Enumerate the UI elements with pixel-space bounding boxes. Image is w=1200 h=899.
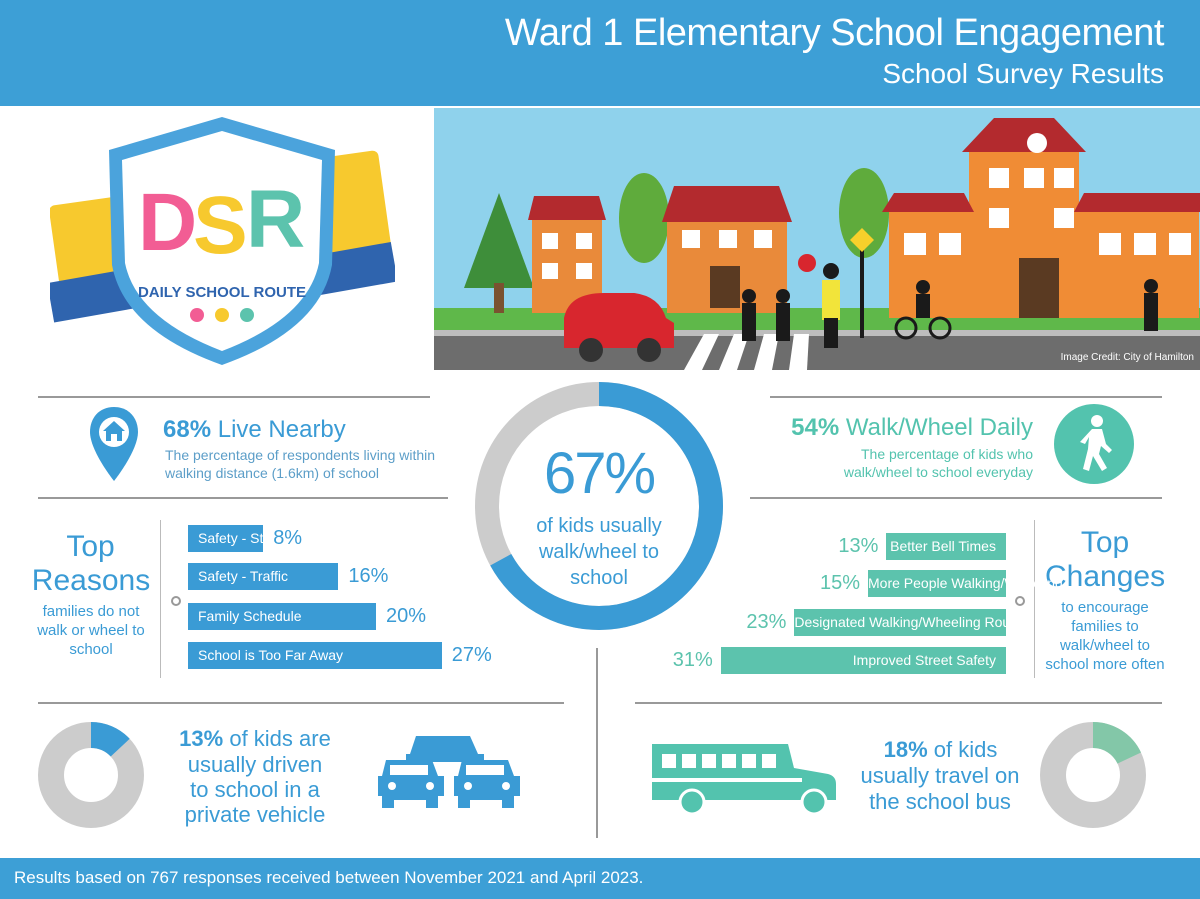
change-bar: Improved Street Safety (720, 647, 1006, 674)
reason-bar: School is Too Far Away (188, 642, 442, 669)
top-reasons-title-2: Reasons (31, 564, 151, 597)
driven-pct: 13% (179, 726, 224, 751)
top-changes-title-2: Changes (1045, 560, 1166, 593)
header-banner: Ward 1 Elementary School Engagement Scho… (0, 0, 1200, 106)
walk-wheel-text-3: school (570, 567, 628, 589)
driven-text-3: to school in a (190, 777, 320, 802)
reason-pct: 27% (451, 644, 492, 666)
reason-bar: Safety - Traffic (188, 563, 339, 590)
top-reasons-sub-1: families do not (42, 603, 140, 620)
divider-low-right (635, 702, 1162, 704)
walk-daily-desc-1: The percentage of kids who (861, 446, 1033, 462)
bus-text-1: of kids (933, 737, 998, 762)
reason-pct: 16% (348, 565, 389, 587)
change-bar: Better Bell Times (886, 533, 1006, 560)
change-pct: 31% (672, 649, 713, 671)
change-bar: Designated Walking/Wheeling Routes (794, 609, 1029, 636)
live-nearby-desc-1: The percentage of respondents living wit… (165, 447, 436, 463)
change-pct: 23% (746, 611, 787, 633)
dsr-logo: D S R DAILY SCHOOL ROUTE (47, 115, 398, 370)
divider-reasons-vertical (160, 520, 161, 678)
bus-pct: 18% (883, 737, 928, 762)
pedestrian-icon (1054, 404, 1134, 484)
driven-text-1: of kids are (229, 726, 331, 751)
bus-text-3: the school bus (869, 789, 1011, 814)
walk-wheel-pct: 67% (543, 441, 656, 506)
top-changes-sub-4: school more often (1045, 656, 1165, 673)
top-reasons-sub-3: school (69, 641, 113, 658)
changes-connector-dot (1015, 596, 1025, 606)
driven-value-arc (38, 722, 144, 828)
driven-text-2: usually driven (187, 752, 323, 777)
reason-bar: Family Schedule (188, 603, 376, 630)
divider-low-left (38, 702, 564, 704)
change-bar: More People Walking/Wheeling (868, 570, 1063, 597)
divider-mid-right (750, 497, 1162, 499)
walk-wheel-donut-chart (475, 382, 723, 630)
live-nearby-pct: 68% (163, 416, 212, 443)
bus-text-2: usually travel on (860, 763, 1020, 788)
bus-donut-chart (1040, 722, 1146, 828)
walk-wheel-text-1: of kids usually (536, 515, 662, 537)
top-reasons-sub-2: walk or wheel to (37, 622, 145, 639)
reason-bar: Safety - Strangers (188, 525, 311, 552)
walk-daily-desc-2: walk/wheel to school everyday (843, 464, 1033, 480)
top-changes-title-1: Top (1080, 526, 1130, 559)
top-changes-sub-1: to encourage (1061, 599, 1149, 616)
page-title: Ward 1 Elementary School Engagement (504, 12, 1165, 54)
divider-center-vertical (596, 648, 598, 838)
bus-value-arc (1040, 722, 1146, 828)
reason-pct: 8% (273, 527, 303, 549)
logo-letter-s: S (193, 180, 248, 271)
change-pct: 13% (838, 535, 879, 557)
walk-daily-title: Walk/Wheel Daily (845, 414, 1033, 441)
driven-text-4: private vehicle (184, 802, 326, 827)
footer-note: Results based on 767 responses received … (14, 868, 644, 887)
live-nearby-title: Live Nearby (217, 416, 346, 443)
school-bus-icon (648, 742, 838, 816)
top-changes-sub-3: walk/wheel to (1059, 637, 1151, 654)
logo-name: DAILY SCHOOL ROUTE (138, 284, 306, 301)
footer-banner: Results based on 767 responses received … (0, 858, 1200, 899)
divider-changes-vertical (1034, 520, 1035, 678)
change-pct: 15% (820, 572, 861, 594)
page-subtitle: School Survey Results (882, 58, 1164, 89)
live-nearby-desc-2: walking distance (1.6km) of school (165, 465, 379, 481)
logo-letter-d: D (138, 177, 197, 268)
walk-wheel-value-arc (475, 382, 723, 630)
location-pin-icon (88, 405, 140, 483)
divider-top-left (38, 396, 430, 398)
reasons-connector-dot (171, 596, 181, 606)
driven-donut-chart (38, 722, 144, 828)
walk-daily-pct: 54% (791, 414, 840, 441)
logo-letter-r: R (246, 174, 305, 265)
top-changes-sub-2: families to (1071, 618, 1139, 635)
walk-wheel-text-2: walk/wheel to (538, 541, 660, 563)
image-credit: Image Credit: City of Hamilton (1060, 352, 1194, 363)
divider-mid-left (38, 497, 448, 499)
reason-pct: 20% (386, 605, 427, 627)
cars-icon (378, 734, 520, 810)
top-reasons-title-1: Top (66, 530, 115, 563)
school-street-illustration: Image Credit: City of Hamilton (434, 108, 1200, 370)
divider-top-right (770, 396, 1162, 398)
